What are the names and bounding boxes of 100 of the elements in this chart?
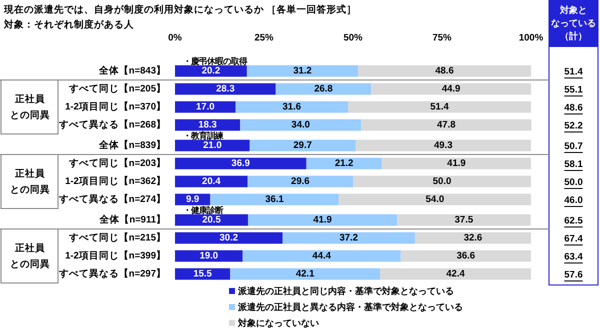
data-label: 30.2 — [220, 232, 238, 244]
text: 52.2 — [564, 120, 583, 132]
bar — [175, 158, 306, 170]
data-label: 36.9 — [231, 158, 250, 169]
bar — [358, 65, 531, 77]
y-tick-label: すべて異なる【n=274】 — [58, 193, 166, 205]
y-tick-label: すべて同じ【n=203】 — [68, 157, 166, 169]
text: 50.0 — [564, 177, 583, 188]
y-tick-label: すべて同じ【n=205】 — [68, 82, 166, 94]
x-tick-label: 75% — [432, 32, 452, 44]
data-label: 20.5 — [202, 214, 222, 226]
annotation: ・慶弔休暇の取得 — [183, 56, 247, 66]
annotation: ・健康診断 — [183, 205, 223, 215]
data-label: 29.7 — [293, 140, 312, 151]
data-label: 34.0 — [291, 120, 310, 130]
text: 55.1 — [564, 84, 584, 96]
text: 58.1 — [564, 159, 584, 170]
bar — [175, 250, 243, 262]
text: 51.4 — [564, 66, 584, 78]
data-label: 29.6 — [291, 176, 310, 187]
data-label: 17.0 — [196, 102, 215, 112]
text: 63.4 — [564, 252, 584, 262]
bar — [400, 250, 531, 262]
bar — [175, 176, 248, 188]
bar — [380, 268, 531, 280]
text: 48.6 — [564, 102, 583, 114]
y-tick-label: 全体【n=911】 — [98, 214, 166, 226]
legend-label: 派遣先の正社員と異なる内容・基準で対象となっている — [237, 302, 463, 312]
y-tick-label: すべて異なる【n=268】 — [58, 118, 166, 130]
bar — [355, 140, 531, 152]
y-tick-label: 1-2項目同じ【n=399】 — [65, 250, 166, 262]
data-label: 20.2 — [202, 66, 220, 76]
text: 67.4 — [564, 234, 584, 244]
bar — [338, 194, 531, 206]
bar — [175, 214, 248, 226]
data-label: 49.3 — [434, 140, 452, 151]
bar — [175, 65, 247, 77]
data-label: 21.0 — [203, 140, 222, 151]
data-label: 37.2 — [339, 232, 358, 244]
bar — [230, 268, 380, 280]
text: 正社員との同異 — [10, 167, 50, 195]
bar — [248, 214, 398, 226]
data-label: 50.0 — [432, 176, 452, 187]
data-label: 19.0 — [200, 250, 218, 262]
bar — [248, 176, 353, 188]
bar — [240, 119, 362, 131]
bar — [361, 119, 532, 131]
y-tick-label: すべて同じ【n=215】 — [68, 232, 166, 244]
text: 57.6 — [564, 270, 583, 280]
bar — [348, 101, 531, 113]
data-label: 37.5 — [454, 214, 474, 226]
text: 62.5 — [564, 216, 584, 226]
bar — [242, 250, 401, 262]
legend-label: 対象になっていない — [237, 318, 319, 328]
data-label: 31.6 — [282, 102, 302, 112]
x-tick-label: 25% — [254, 32, 274, 44]
text: 対象：それぞれ制度がある人 — [3, 18, 135, 30]
data-label: 36.6 — [456, 250, 476, 262]
bar — [382, 158, 531, 170]
bar — [175, 232, 283, 244]
data-label: 31.2 — [293, 66, 312, 76]
y-tick-label: 全体【n=843】 — [98, 64, 166, 76]
text: 正社員との同異 — [10, 242, 50, 270]
legend-label: 派遣先の正社員と同じ内容・基準で対象となっている — [237, 286, 454, 296]
bar — [210, 194, 339, 206]
data-label: 36.1 — [265, 194, 284, 205]
y-tick-label: すべて異なる【n=297】 — [58, 268, 166, 280]
bar — [175, 140, 250, 152]
bar — [371, 83, 531, 95]
data-label: 26.8 — [314, 84, 333, 94]
bar — [397, 214, 531, 226]
data-label: 41.9 — [447, 158, 466, 169]
bar — [414, 232, 531, 244]
bar — [175, 119, 240, 131]
bar — [236, 101, 348, 113]
y-tick-label: 1-2項目同じ【n=362】 — [65, 175, 166, 187]
x-tick-label: 50% — [343, 32, 364, 44]
text: 対象となっている（計） — [551, 5, 596, 41]
annotation: ・教育訓練 — [183, 130, 224, 140]
data-label: 51.4 — [430, 102, 450, 112]
chart-title: 現在の派遣先では、自身が制度の利用対象になっているか ［各単一回答形式］ — [3, 4, 357, 16]
bar — [250, 140, 356, 152]
text: 50.7 — [564, 141, 583, 152]
bar — [175, 83, 276, 95]
data-label: 44.4 — [312, 250, 332, 262]
data-label: 20.4 — [202, 176, 222, 187]
data-label: 15.5 — [193, 268, 213, 280]
data-label: 42.4 — [446, 268, 466, 280]
bar — [353, 176, 531, 188]
data-label: 48.6 — [435, 66, 454, 76]
data-label: 47.8 — [437, 120, 456, 130]
y-tick-label: 全体【n=839】 — [98, 139, 166, 151]
data-label: 41.9 — [313, 214, 332, 226]
bar — [276, 83, 372, 95]
data-label: 54.0 — [426, 194, 444, 205]
data-label: 9.9 — [186, 194, 200, 205]
data-label: 42.1 — [296, 268, 316, 280]
x-tick-label: 100% — [518, 32, 544, 44]
bar — [282, 232, 415, 244]
x-tick-label: 0% — [168, 32, 182, 44]
